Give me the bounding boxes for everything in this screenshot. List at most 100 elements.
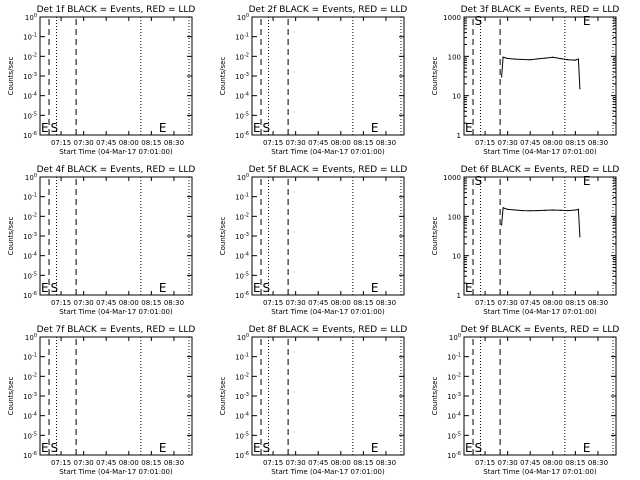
x-tick-label: 07:30: [74, 299, 94, 307]
y-tick-label: 100: [25, 13, 37, 22]
events-data-point: [579, 88, 581, 90]
panel-title: Det 1f BLACK = Events, RED = LLD: [37, 5, 196, 15]
x-tick-label: 07:15: [263, 459, 283, 467]
y-tick-label: 100: [25, 333, 37, 342]
x-tick-label: 08:30: [376, 459, 396, 467]
time-marker-s: S: [263, 281, 271, 295]
plot-frame: [251, 176, 405, 296]
y-tick-label: 10-1: [235, 33, 249, 42]
x-tick-label: 08:00: [543, 459, 563, 467]
y-tick-label: 10-4: [235, 412, 249, 421]
end-marker-left: E: [41, 281, 49, 295]
time-marker-s: S: [475, 441, 483, 455]
x-tick-label: 07:15: [51, 139, 71, 147]
end-marker-left: E: [465, 441, 473, 455]
events-data-point: [529, 59, 531, 61]
y-axis-label: Counts/sec: [431, 217, 439, 256]
events-data-point: [501, 224, 503, 226]
y-axis-label: Counts/sec: [219, 217, 227, 256]
end-marker-left: E: [253, 121, 261, 135]
plot-frame: [39, 176, 193, 296]
x-axis-label: Start Time (04-Mar-17 07:01:00): [483, 308, 597, 316]
events-data-point: [507, 208, 509, 211]
y-tick-label: 10-1: [23, 353, 37, 362]
y-tick-label: 10: [452, 93, 461, 101]
time-marker-s: S: [51, 441, 59, 455]
y-tick-label: 10-2: [235, 212, 249, 221]
x-tick-label: 08:15: [141, 459, 161, 467]
y-tick-label: 10-3: [235, 232, 249, 241]
y-tick-label: 10-5: [23, 111, 37, 120]
x-tick-label: 07:15: [51, 299, 71, 307]
panel-title: Det 2f BLACK = Events, RED = LLD: [249, 5, 408, 15]
x-tick-label: 07:45: [308, 299, 328, 307]
y-tick-label: 100: [448, 213, 461, 221]
y-tick-label: 1000: [443, 174, 461, 182]
y-tick-label: 10-2: [235, 52, 249, 61]
x-axis-label: Start Time (04-Mar-17 07:01:00): [59, 308, 173, 316]
x-tick-label: 07:15: [51, 459, 71, 467]
x-axis-label: Start Time (04-Mar-17 07:01:00): [271, 468, 385, 476]
events-data-point: [559, 57, 561, 60]
time-marker-e: E: [371, 441, 379, 455]
time-marker-e: E: [583, 14, 591, 28]
end-marker-left: E: [465, 121, 473, 135]
events-data-point: [574, 209, 576, 211]
plot-frame: [39, 16, 193, 136]
y-tick-label: 10-6: [235, 291, 249, 300]
x-tick-label: 08:00: [331, 139, 351, 147]
y-tick-label: 100: [237, 333, 249, 342]
y-axis-label: Counts/sec: [219, 377, 227, 416]
time-marker-e: E: [583, 441, 591, 455]
x-tick-label: 08:30: [588, 459, 608, 467]
x-tick-label: 08:00: [331, 459, 351, 467]
y-tick-label: 10-1: [447, 353, 461, 362]
x-tick-label: 08:30: [588, 139, 608, 147]
events-data-point: [514, 209, 516, 211]
y-tick-label: 10-3: [23, 232, 37, 241]
x-tick-label: 07:45: [520, 139, 540, 147]
plot-frame: [39, 336, 193, 456]
y-tick-label: 10-1: [235, 193, 249, 202]
x-axis-label: Start Time (04-Mar-17 07:01:00): [271, 148, 385, 156]
x-tick-label: 08:00: [331, 299, 351, 307]
x-tick-label: 08:00: [119, 299, 139, 307]
x-tick-label: 08:15: [141, 139, 161, 147]
x-tick-label: 07:45: [96, 299, 116, 307]
events-data-point: [579, 236, 581, 238]
time-marker-s: S: [263, 441, 271, 455]
y-tick-label: 1: [457, 132, 461, 140]
x-tick-label: 07:30: [498, 459, 518, 467]
time-marker-s: S: [475, 174, 483, 188]
x-tick-label: 07:45: [308, 139, 328, 147]
plot-frame: [463, 336, 617, 456]
events-data-point: [537, 58, 539, 60]
events-data-point: [574, 59, 576, 61]
y-tick-label: 10-6: [447, 451, 461, 460]
y-tick-label: 10-2: [23, 372, 37, 381]
time-marker-s: S: [51, 121, 59, 135]
x-tick-label: 07:30: [74, 139, 94, 147]
x-tick-label: 07:15: [263, 299, 283, 307]
x-tick-label: 08:15: [565, 139, 585, 147]
y-tick-label: 10-5: [235, 111, 249, 120]
events-data-point: [552, 209, 554, 211]
y-tick-label: 10-3: [23, 392, 37, 401]
y-tick-label: 10-1: [23, 33, 37, 42]
x-tick-label: 08:15: [565, 459, 585, 467]
y-tick-label: 100: [237, 173, 249, 182]
end-marker-left: E: [253, 281, 261, 295]
y-tick-label: 10-3: [235, 392, 249, 401]
y-tick-label: 100: [25, 173, 37, 182]
events-data-point: [559, 209, 561, 211]
time-marker-e: E: [159, 441, 167, 455]
y-tick-label: 10-5: [447, 431, 461, 440]
y-tick-label: 10-3: [23, 72, 37, 81]
